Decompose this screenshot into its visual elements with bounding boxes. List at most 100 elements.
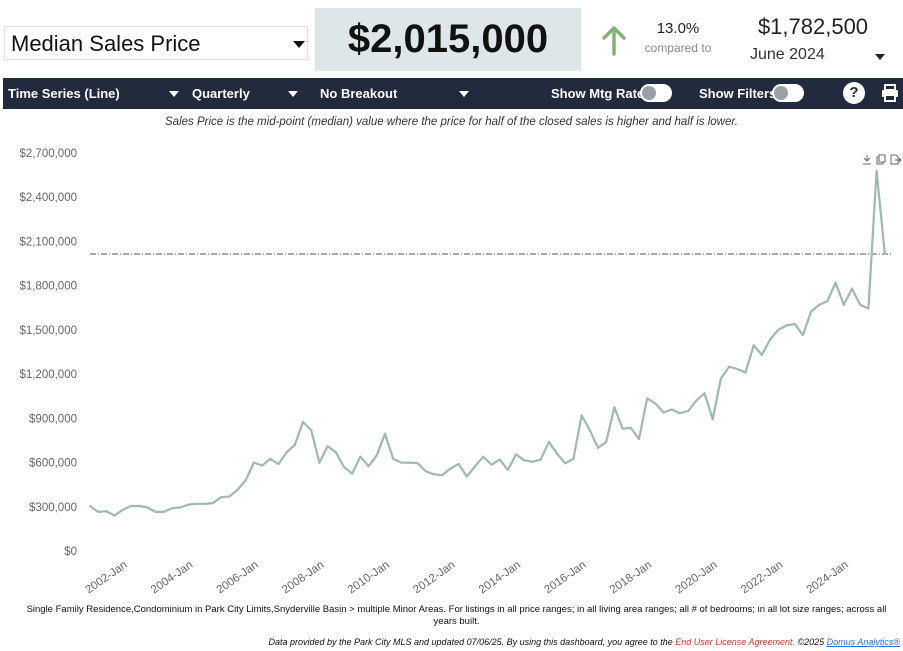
y-tick-label: $600,000 <box>29 458 77 470</box>
data-point <box>531 460 534 463</box>
x-tick-label: 2010-Jan <box>346 559 392 596</box>
mtg-rate-label: Show Mtg Rate: <box>551 86 649 101</box>
data-point <box>228 495 231 498</box>
y-tick-label: $1,800,000 <box>19 281 77 293</box>
data-point <box>728 365 731 368</box>
data-point <box>383 432 387 435</box>
mtg-rate-toggle[interactable] <box>640 84 672 102</box>
data-point <box>261 464 264 467</box>
data-point <box>310 429 313 432</box>
data-point <box>875 169 878 172</box>
data-point <box>605 440 608 443</box>
data-point <box>170 507 173 510</box>
metric-dropdown-label: Median Sales Price <box>11 31 201 56</box>
x-tick-label: 2016-Jan <box>542 559 588 596</box>
y-tick-label: $2,700,000 <box>19 148 77 160</box>
data-point <box>244 479 247 482</box>
data-point <box>105 510 108 513</box>
data-point <box>515 453 518 456</box>
export-icon[interactable] <box>890 154 902 165</box>
breakout-dropdown[interactable]: No Breakout <box>320 78 397 109</box>
filter-footnote: Single Family Residence,Condominium in P… <box>26 604 887 627</box>
data-point <box>736 367 739 371</box>
copy-icon[interactable] <box>876 154 886 165</box>
data-point <box>457 462 460 466</box>
print-icon[interactable] <box>881 84 899 102</box>
filters-label: Show Filters: <box>699 86 781 101</box>
chevron-down-icon <box>875 54 885 60</box>
help-icon[interactable]: ? <box>843 82 865 104</box>
chart-description: Sales Price is the mid-point (median) va… <box>165 116 738 128</box>
interval-dropdown[interactable]: Quarterly <box>192 78 250 109</box>
data-point <box>138 504 141 508</box>
filters-toggle[interactable] <box>772 84 804 102</box>
x-tick-label: 2004-Jan <box>149 559 195 596</box>
data-point <box>556 452 559 455</box>
data-point <box>687 409 690 413</box>
data-point <box>850 287 854 290</box>
data-point <box>867 307 870 310</box>
arrow-up-icon <box>602 26 626 56</box>
data-point <box>506 468 509 471</box>
data-point <box>834 281 837 284</box>
data-point <box>293 443 296 446</box>
data-point <box>97 510 100 513</box>
credits-text: Data provided by the Park City MLS and u… <box>268 637 673 647</box>
data-point <box>703 392 706 395</box>
data-point <box>859 303 862 306</box>
data-point <box>523 459 526 462</box>
data-point <box>719 377 723 380</box>
data-point <box>318 461 321 464</box>
chevron-down-icon[interactable] <box>288 91 298 97</box>
data-point <box>883 252 886 256</box>
chart-type-dropdown[interactable]: Time Series (Line) <box>8 78 120 109</box>
data-point <box>400 461 403 464</box>
data-point <box>646 397 649 400</box>
interval-label: Quarterly <box>192 86 250 101</box>
compare-value: $1,782,500 <box>757 14 869 39</box>
data-point <box>498 458 501 461</box>
data-point <box>252 461 255 464</box>
data-point <box>195 502 198 505</box>
summary-header: Median Sales Price $2,015,000 13.0% comp… <box>0 0 903 76</box>
data-point <box>408 461 411 464</box>
data-point <box>752 344 755 347</box>
data-point <box>785 324 788 327</box>
data-point <box>113 514 116 517</box>
y-tick-label: $1,200,000 <box>19 369 77 381</box>
compare-period-dropdown[interactable]: June 2024 <box>748 45 893 69</box>
y-tick-label: $0 <box>64 546 77 558</box>
data-point <box>490 463 493 466</box>
x-tick-label: 2008-Jan <box>280 559 326 596</box>
data-point <box>449 467 452 470</box>
download-icon[interactable] <box>863 155 871 165</box>
chevron-down-icon[interactable] <box>459 91 469 97</box>
data-point <box>277 462 280 466</box>
data-point <box>154 510 157 513</box>
eula-link[interactable]: End User License Agreement. <box>675 637 795 647</box>
current-value: $2,015,000 <box>315 8 581 71</box>
toggle-knob <box>642 86 656 100</box>
brand-link[interactable]: Domus Analytics® <box>826 637 900 647</box>
y-tick-label: $2,400,000 <box>19 192 77 204</box>
compared-label: compared to <box>644 41 712 55</box>
data-point <box>629 426 632 429</box>
chevron-down-icon[interactable] <box>169 91 179 97</box>
metric-dropdown[interactable]: Median Sales Price <box>4 26 308 60</box>
data-point <box>801 333 805 337</box>
data-point <box>359 455 362 458</box>
y-tick-label: $300,000 <box>29 502 77 514</box>
data-point <box>342 465 346 469</box>
data-point <box>662 411 665 414</box>
data-point <box>826 300 829 303</box>
data-point <box>301 420 305 424</box>
x-tick-label: 2014-Jan <box>477 559 523 596</box>
x-tick-label: 2020-Jan <box>673 559 719 596</box>
data-point <box>220 496 223 499</box>
data-point <box>572 457 575 460</box>
data-point <box>654 402 657 405</box>
data-point <box>580 414 583 417</box>
data-point <box>596 446 600 449</box>
data-point <box>793 322 796 326</box>
data-point <box>211 502 214 505</box>
